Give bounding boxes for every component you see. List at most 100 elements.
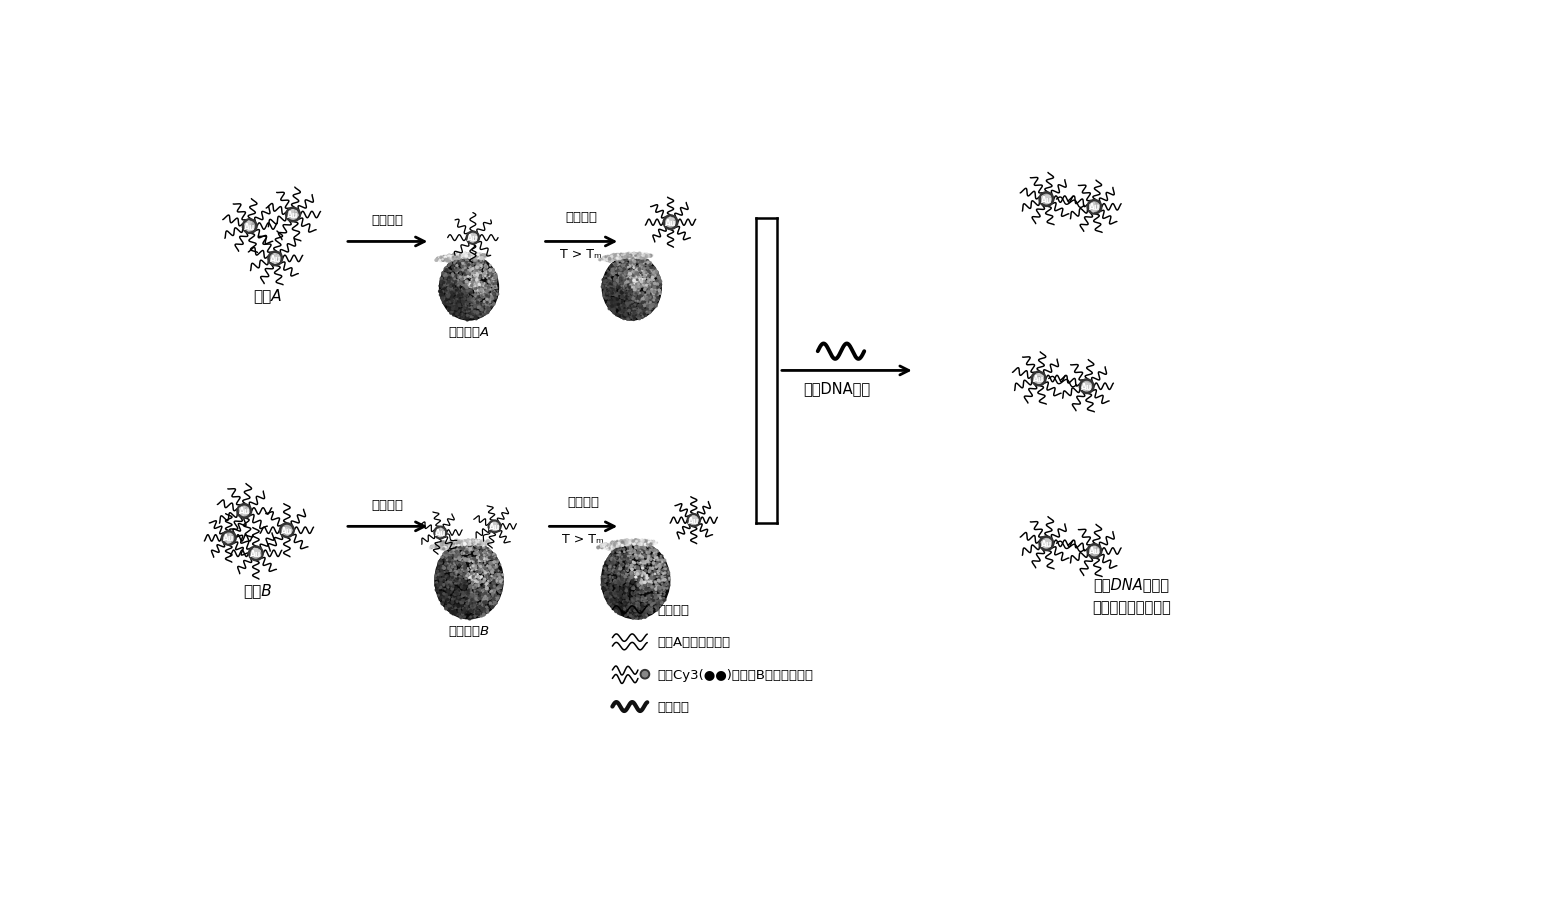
Circle shape [470, 573, 473, 574]
Circle shape [485, 610, 489, 611]
Circle shape [489, 301, 490, 303]
Circle shape [442, 544, 444, 546]
Circle shape [462, 573, 465, 576]
Circle shape [481, 292, 482, 293]
Circle shape [454, 587, 458, 590]
Circle shape [437, 258, 440, 261]
Circle shape [642, 566, 644, 568]
Circle shape [465, 549, 468, 552]
Circle shape [619, 290, 622, 293]
Circle shape [461, 576, 462, 578]
Circle shape [659, 576, 662, 580]
Circle shape [493, 281, 496, 283]
Circle shape [644, 610, 647, 612]
Circle shape [475, 255, 478, 257]
Circle shape [631, 552, 633, 554]
Circle shape [476, 573, 478, 576]
Circle shape [454, 540, 456, 542]
Circle shape [496, 580, 498, 582]
Circle shape [664, 584, 665, 587]
Circle shape [645, 312, 647, 313]
Circle shape [611, 551, 614, 554]
Circle shape [442, 534, 444, 535]
Circle shape [493, 581, 495, 582]
Circle shape [492, 604, 495, 607]
Circle shape [485, 299, 487, 302]
Circle shape [465, 307, 468, 310]
Circle shape [448, 297, 451, 299]
Circle shape [454, 289, 458, 292]
Circle shape [498, 578, 499, 580]
Circle shape [637, 581, 639, 582]
Circle shape [616, 604, 617, 606]
Circle shape [1092, 210, 1093, 212]
Circle shape [651, 304, 653, 306]
Circle shape [468, 283, 472, 284]
Circle shape [465, 273, 467, 275]
Circle shape [650, 305, 653, 307]
Circle shape [478, 271, 481, 273]
Circle shape [647, 551, 650, 553]
Circle shape [470, 254, 473, 256]
Circle shape [454, 305, 458, 308]
Circle shape [620, 541, 622, 544]
Circle shape [628, 543, 631, 545]
Circle shape [611, 291, 613, 293]
Circle shape [475, 591, 476, 592]
Circle shape [461, 617, 462, 619]
Circle shape [619, 591, 622, 594]
Circle shape [616, 284, 617, 286]
Circle shape [454, 275, 458, 278]
Circle shape [608, 596, 610, 599]
Circle shape [275, 259, 276, 261]
Circle shape [436, 260, 437, 262]
Circle shape [620, 541, 624, 544]
Circle shape [605, 545, 606, 547]
Circle shape [475, 280, 476, 283]
Circle shape [473, 616, 475, 619]
Circle shape [462, 291, 464, 293]
Circle shape [456, 258, 458, 260]
Circle shape [476, 257, 479, 260]
Circle shape [641, 588, 644, 591]
Text: Au: Au [250, 549, 262, 558]
Circle shape [613, 283, 616, 285]
Circle shape [625, 539, 628, 542]
Circle shape [642, 302, 645, 303]
Circle shape [467, 551, 470, 553]
Circle shape [476, 581, 479, 582]
Circle shape [476, 266, 478, 269]
Circle shape [482, 274, 485, 275]
Circle shape [440, 298, 444, 301]
Circle shape [485, 582, 489, 584]
Circle shape [473, 558, 475, 560]
Circle shape [644, 295, 645, 297]
Circle shape [611, 285, 613, 288]
Circle shape [641, 279, 642, 282]
Circle shape [602, 279, 605, 282]
Circle shape [487, 609, 489, 610]
Circle shape [487, 306, 489, 308]
Circle shape [481, 282, 482, 284]
Circle shape [617, 545, 620, 547]
Circle shape [636, 277, 637, 280]
Circle shape [637, 553, 641, 555]
Circle shape [1039, 380, 1041, 382]
Circle shape [436, 260, 437, 262]
Circle shape [631, 261, 634, 264]
Circle shape [603, 280, 605, 282]
Circle shape [641, 281, 642, 284]
Circle shape [613, 286, 614, 288]
Circle shape [650, 297, 653, 299]
Circle shape [492, 558, 493, 560]
Circle shape [650, 601, 651, 603]
Circle shape [658, 578, 661, 580]
Circle shape [622, 573, 624, 576]
Circle shape [665, 219, 675, 228]
Circle shape [470, 297, 472, 300]
Circle shape [611, 273, 613, 275]
Circle shape [479, 267, 481, 269]
Circle shape [653, 553, 656, 555]
Circle shape [436, 547, 439, 550]
Circle shape [608, 594, 611, 596]
